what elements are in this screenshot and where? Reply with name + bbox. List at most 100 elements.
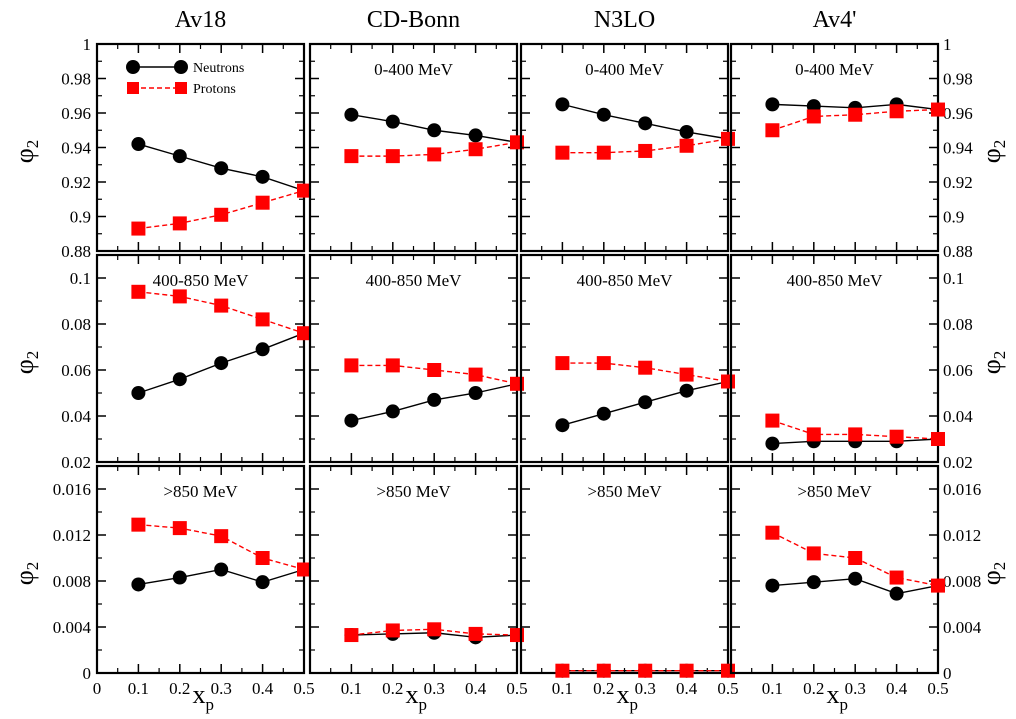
x-axis-subscript: p <box>630 695 639 714</box>
neutrons-point <box>131 386 146 400</box>
y-tick-label-left: 0.008 <box>53 572 91 591</box>
protons-point <box>172 521 187 536</box>
protons-point <box>848 551 863 565</box>
neutrons-point <box>131 577 146 592</box>
energy-range-label: 0-400 MeV <box>374 60 454 79</box>
x-tick-label: 0.5 <box>293 679 314 698</box>
protons-point <box>214 207 229 222</box>
energy-range-label: >850 MeV <box>376 482 451 501</box>
y-axis-subscript: 2 <box>990 562 1009 571</box>
protons-point <box>721 131 735 146</box>
protons-point <box>638 663 653 678</box>
x-tick-label: 0.3 <box>845 679 866 698</box>
column-title: N3LO <box>594 7 655 33</box>
protons-point <box>344 149 359 164</box>
column-title: CD-Bonn <box>367 7 460 33</box>
y-tick-label-left: 0.08 <box>61 315 91 334</box>
legend-neutrons-label: Neutrons <box>193 61 244 76</box>
protons-point <box>555 663 570 678</box>
protons-point <box>297 562 311 577</box>
x-axis-label: xp <box>827 680 849 714</box>
energy-range-label: 400-850 MeV <box>153 271 250 290</box>
legend-protons-label: Protons <box>193 82 236 97</box>
y-axis-symbol: φ <box>977 148 1006 163</box>
x-tick-label: 0.1 <box>128 679 149 698</box>
neutrons-point <box>765 97 780 112</box>
x-axis-symbol: x <box>827 680 840 709</box>
energy-range-label: 400-850 MeV <box>577 271 674 290</box>
x-tick-label: 0.1 <box>341 679 362 698</box>
protons-point <box>931 578 945 593</box>
y-tick-label-right: 1 <box>943 35 952 54</box>
x-tick-label: 0.2 <box>593 679 614 698</box>
protons-point <box>214 298 229 313</box>
protons-point <box>131 221 146 236</box>
y-tick-label-left: 0.1 <box>70 269 91 288</box>
column-title: Av18 <box>175 7 227 33</box>
neutrons-point <box>255 575 270 590</box>
protons-point <box>385 358 400 373</box>
y-tick-label-left: 0.004 <box>53 618 92 637</box>
y-tick-label-right: 0.94 <box>943 139 973 158</box>
energy-range-label: 0-400 MeV <box>585 60 665 79</box>
y-tick-label-right: 0.08 <box>943 315 973 334</box>
protons-point <box>427 622 442 637</box>
x-tick-label: 0 <box>93 679 102 698</box>
protons-point <box>385 149 400 164</box>
neutrons-point <box>344 413 359 428</box>
protons-point <box>889 104 904 119</box>
y-tick-label-right: 0.016 <box>943 480 981 499</box>
y-tick-label-right: 0.004 <box>943 618 982 637</box>
x-tick-label: 0.2 <box>382 679 403 698</box>
protons-point <box>555 145 570 160</box>
y-axis-symbol: φ <box>10 148 39 163</box>
protons-point <box>214 529 229 544</box>
neutrons-point <box>765 436 780 451</box>
energy-range-label: 400-850 MeV <box>787 271 884 290</box>
x-tick-label: 0.1 <box>552 679 573 698</box>
protons-point <box>721 374 735 389</box>
x-axis-symbol: x <box>617 680 630 709</box>
protons-point <box>131 284 146 299</box>
protons-point <box>765 525 780 540</box>
neutrons-point <box>596 406 611 421</box>
x-tick-label: 0.3 <box>635 679 656 698</box>
protons-point <box>468 626 483 641</box>
neutrons-point <box>638 395 653 410</box>
left-y-axis-label: φ2 <box>10 562 42 586</box>
x-tick-label: 0.3 <box>211 679 232 698</box>
x-axis-subscript: p <box>840 695 849 714</box>
protons-point <box>596 356 611 371</box>
protons-point <box>679 138 694 153</box>
neutrons-point <box>765 578 780 593</box>
protons-point <box>172 216 187 231</box>
y-tick-label-right: 0.98 <box>943 70 973 89</box>
neutrons-point <box>638 116 653 131</box>
protons-point <box>555 356 570 371</box>
protons-point <box>131 517 146 532</box>
y-tick-label-left: 0.92 <box>61 173 91 192</box>
x-axis-subscript: p <box>419 695 428 714</box>
protons-point <box>596 145 611 160</box>
legend-neutrons-marker <box>174 60 188 74</box>
protons-point <box>468 367 483 382</box>
left-y-axis-label: φ2 <box>10 351 42 375</box>
protons-point <box>255 312 270 327</box>
protons-point <box>344 358 359 373</box>
protons-point <box>297 326 311 341</box>
y-axis-subscript: 2 <box>23 351 42 360</box>
y-axis-symbol: φ <box>10 359 39 374</box>
x-axis-symbol: x <box>406 680 419 709</box>
y-axis-subscript: 2 <box>990 140 1009 149</box>
y-tick-label-left: 0 <box>83 664 92 683</box>
protons-point <box>596 663 611 678</box>
neutrons-point <box>679 383 694 398</box>
neutrons-point <box>468 386 483 400</box>
y-tick-label-left: 0.016 <box>53 480 91 499</box>
y-tick-label-left: 1 <box>83 35 92 54</box>
y-tick-label-right: 0.9 <box>943 208 964 227</box>
energy-range-label: >850 MeV <box>797 482 872 501</box>
neutrons-point <box>385 114 400 129</box>
protons-point <box>297 183 311 198</box>
